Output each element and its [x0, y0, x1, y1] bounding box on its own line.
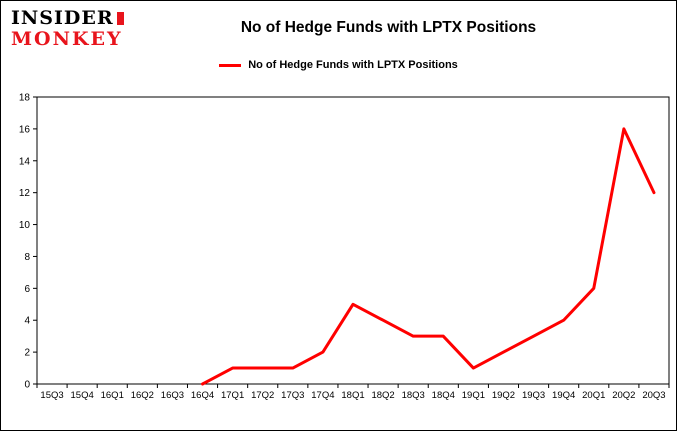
- legend-line-marker: [219, 63, 242, 67]
- chart-title: No of Hedge Funds with LPTX Positions: [240, 19, 537, 36]
- y-axis-label: 14: [19, 156, 31, 167]
- x-axis-label: 19Q2: [492, 390, 515, 401]
- x-axis-label: 19Q1: [462, 390, 485, 401]
- x-axis-label: 17Q1: [221, 390, 244, 401]
- x-axis-label: 15Q3: [40, 390, 63, 401]
- y-axis-label: 6: [24, 284, 30, 295]
- legend-label: No of Hedge Funds with LPTX Positions: [248, 59, 458, 71]
- y-axis-label: 8: [24, 252, 30, 263]
- x-axis-label: 18Q4: [432, 390, 455, 401]
- y-axis-label: 18: [19, 93, 31, 104]
- logo-text-insider: INSIDER: [11, 7, 114, 29]
- y-axis-label: 12: [19, 188, 31, 199]
- logo-line-1: INSIDER: [11, 9, 124, 28]
- series-line: [201, 127, 656, 386]
- x-axis-label: 19Q4: [552, 390, 575, 401]
- x-axis-label: 16Q3: [161, 390, 184, 401]
- x-axis-label: 17Q4: [311, 390, 334, 401]
- y-axis-label: 0: [24, 380, 30, 391]
- x-axis-label: 18Q2: [371, 390, 394, 401]
- x-axis-label: 20Q3: [642, 390, 665, 401]
- x-axis-label: 20Q1: [582, 390, 605, 401]
- y-axis-label: 4: [24, 316, 30, 327]
- y-axis-label: 10: [19, 220, 31, 231]
- plot-area-border: [36, 96, 670, 385]
- x-axis-label: 15Q4: [71, 390, 94, 401]
- insider-monkey-logo: INSIDER MONKEY: [11, 9, 124, 49]
- logo-text-monkey: MONKEY: [11, 28, 123, 50]
- x-axis-label: 18Q1: [341, 390, 364, 401]
- x-axis-label: 16Q1: [101, 390, 124, 401]
- x-axis-label: 16Q2: [131, 390, 154, 401]
- x-axis-label: 16Q4: [191, 390, 214, 401]
- logo-cursor-block: [116, 12, 124, 25]
- legend: No of Hedge Funds with LPTX Positions: [1, 59, 676, 71]
- x-axis-label: 20Q2: [612, 390, 635, 401]
- x-axis-label: 17Q2: [251, 390, 274, 401]
- x-axis-label: 19Q3: [522, 390, 545, 401]
- x-axis-label: 17Q3: [281, 390, 304, 401]
- y-axis-label: 2: [24, 348, 30, 359]
- x-axis-label: 18Q3: [402, 390, 425, 401]
- y-axis-label: 16: [19, 124, 31, 135]
